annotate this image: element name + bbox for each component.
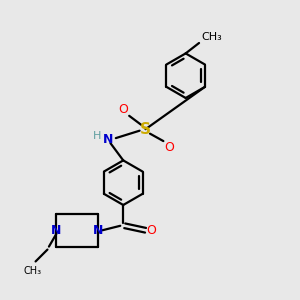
Text: CH₃: CH₃ (201, 32, 222, 41)
Text: S: S (140, 122, 151, 137)
Text: H: H (93, 131, 102, 141)
Text: CH₃: CH₃ (23, 266, 42, 276)
Text: N: N (93, 224, 103, 237)
Text: O: O (146, 224, 156, 237)
Text: O: O (118, 103, 128, 116)
Text: N: N (51, 224, 62, 237)
Text: N: N (103, 133, 114, 146)
Text: O: O (164, 140, 174, 154)
